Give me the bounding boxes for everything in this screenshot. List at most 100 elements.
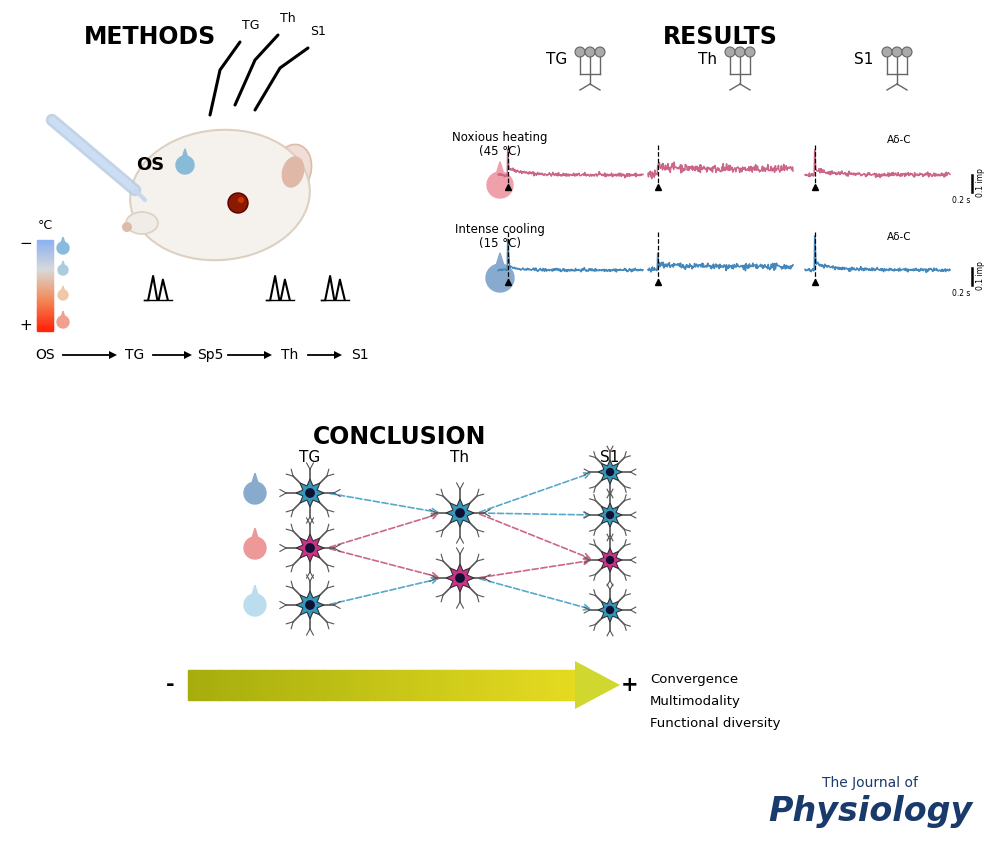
- Bar: [37, 245, 53, 248]
- Polygon shape: [334, 351, 342, 359]
- Bar: [472, 670, 479, 700]
- Polygon shape: [296, 534, 324, 562]
- Bar: [272, 670, 279, 700]
- Circle shape: [455, 573, 465, 583]
- Bar: [37, 287, 53, 289]
- Bar: [504, 670, 511, 700]
- Bar: [207, 670, 214, 700]
- Bar: [330, 670, 337, 700]
- Bar: [37, 326, 53, 329]
- Bar: [37, 271, 53, 273]
- Bar: [37, 315, 53, 318]
- Text: TG: TG: [299, 450, 321, 465]
- Polygon shape: [244, 594, 266, 616]
- Bar: [37, 269, 53, 271]
- Bar: [37, 272, 53, 275]
- Text: (45 °C): (45 °C): [479, 146, 521, 159]
- Bar: [37, 254, 53, 257]
- Bar: [37, 307, 53, 309]
- Text: S1: S1: [600, 450, 620, 465]
- Bar: [259, 670, 266, 700]
- Bar: [37, 299, 53, 302]
- Bar: [240, 670, 247, 700]
- Bar: [37, 278, 53, 280]
- Polygon shape: [598, 460, 622, 484]
- Bar: [37, 276, 53, 278]
- Bar: [362, 670, 369, 700]
- Polygon shape: [58, 290, 68, 300]
- Polygon shape: [296, 479, 324, 507]
- Bar: [37, 323, 53, 325]
- Polygon shape: [250, 585, 260, 605]
- Bar: [420, 670, 427, 700]
- Ellipse shape: [126, 212, 158, 234]
- Polygon shape: [60, 311, 66, 322]
- Polygon shape: [244, 482, 266, 504]
- Bar: [465, 670, 472, 700]
- Circle shape: [305, 543, 315, 553]
- Bar: [317, 670, 324, 700]
- Bar: [37, 328, 53, 331]
- Text: °C: °C: [37, 219, 53, 232]
- Text: TG: TG: [125, 348, 145, 362]
- Bar: [37, 274, 53, 276]
- Polygon shape: [494, 162, 507, 185]
- Polygon shape: [446, 564, 474, 592]
- Polygon shape: [493, 253, 507, 278]
- Polygon shape: [264, 351, 272, 359]
- Bar: [37, 309, 53, 310]
- Bar: [246, 670, 253, 700]
- Bar: [227, 670, 234, 700]
- Bar: [433, 670, 440, 700]
- Circle shape: [882, 47, 892, 57]
- Polygon shape: [575, 661, 620, 709]
- Text: S1: S1: [351, 348, 369, 362]
- Circle shape: [606, 555, 614, 564]
- Bar: [569, 670, 576, 700]
- Bar: [220, 670, 227, 700]
- Text: Noxious heating: Noxious heating: [452, 131, 548, 144]
- Text: 0.2 s: 0.2 s: [952, 196, 970, 205]
- Text: +: +: [621, 675, 639, 695]
- Ellipse shape: [130, 130, 310, 260]
- Bar: [562, 670, 569, 700]
- Bar: [37, 319, 53, 321]
- Text: Convergence
Multimodality
Functional diversity: Convergence Multimodality Functional div…: [650, 673, 780, 730]
- Bar: [37, 243, 53, 246]
- Bar: [233, 670, 240, 700]
- Text: Th: Th: [281, 348, 299, 362]
- Bar: [214, 670, 221, 700]
- Text: OS: OS: [35, 348, 55, 362]
- Text: RESULTS: RESULTS: [663, 25, 777, 49]
- Bar: [37, 321, 53, 323]
- Bar: [188, 670, 195, 700]
- Bar: [37, 282, 53, 284]
- Polygon shape: [598, 548, 622, 572]
- Bar: [511, 670, 517, 700]
- Circle shape: [745, 47, 755, 57]
- Text: Th: Th: [698, 52, 716, 67]
- Bar: [556, 670, 563, 700]
- Text: 0.1 imp: 0.1 imp: [976, 169, 985, 198]
- Bar: [37, 249, 53, 251]
- Bar: [37, 264, 53, 265]
- Bar: [37, 303, 53, 305]
- Bar: [37, 325, 53, 326]
- Text: Intense cooling: Intense cooling: [455, 224, 545, 237]
- Circle shape: [228, 193, 248, 213]
- Circle shape: [892, 47, 902, 57]
- Bar: [252, 670, 259, 700]
- Bar: [498, 670, 505, 700]
- Text: S1: S1: [854, 52, 874, 67]
- Circle shape: [305, 600, 315, 610]
- Bar: [291, 670, 298, 700]
- Polygon shape: [57, 242, 69, 254]
- Text: Physiology: Physiology: [768, 795, 972, 828]
- Polygon shape: [109, 351, 117, 359]
- Bar: [536, 670, 543, 700]
- Bar: [356, 670, 363, 700]
- Bar: [414, 670, 421, 700]
- Text: Sp5: Sp5: [197, 348, 223, 362]
- Bar: [388, 670, 395, 700]
- Text: −: −: [19, 237, 32, 252]
